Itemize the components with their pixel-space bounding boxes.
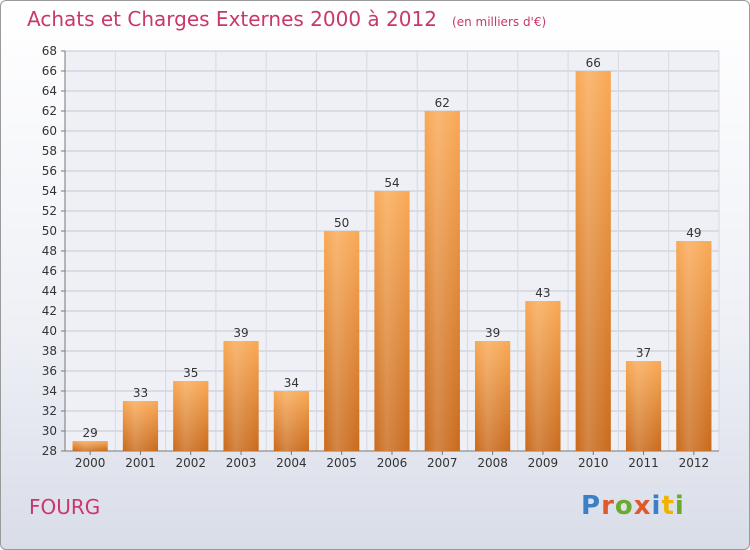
chart-subtitle: (en milliers d'€) xyxy=(452,15,547,29)
logo-letter: t xyxy=(661,491,675,521)
y-tick-label: 62 xyxy=(42,104,57,118)
x-tick-label-2010: 2010 xyxy=(578,456,609,470)
x-tick-label-2012: 2012 xyxy=(679,456,710,470)
bar-shine-2009 xyxy=(525,301,561,451)
bar-shine-2007 xyxy=(424,111,460,451)
bar-shine-2004 xyxy=(273,391,309,451)
y-tick-label: 28 xyxy=(42,444,57,458)
logo-letter: x xyxy=(633,491,652,521)
y-tick-label: 48 xyxy=(42,244,57,258)
x-tick-label-2005: 2005 xyxy=(326,456,357,470)
y-tick-label: 44 xyxy=(42,284,57,298)
bar-shine-2001 xyxy=(122,401,159,451)
bar-shine-2008 xyxy=(475,341,511,451)
y-tick-label: 64 xyxy=(42,84,57,98)
value-label-2002: 35 xyxy=(183,366,198,380)
y-tick-label: 30 xyxy=(42,424,57,438)
y-tick-label: 46 xyxy=(42,264,57,278)
y-tick-label: 58 xyxy=(42,144,57,158)
value-label-2010: 66 xyxy=(586,56,601,70)
x-tick-label-2006: 2006 xyxy=(377,456,408,470)
x-tick-label-2004: 2004 xyxy=(276,456,307,470)
bar-shine-2011 xyxy=(625,361,662,451)
value-label-2012: 49 xyxy=(686,226,701,240)
bar-shine-2010 xyxy=(575,71,611,451)
value-label-2006: 54 xyxy=(384,176,399,190)
value-label-2008: 39 xyxy=(485,326,500,340)
y-tick-label: 54 xyxy=(42,184,57,198)
value-label-2003: 39 xyxy=(233,326,248,340)
logo-letter: r xyxy=(601,491,615,521)
bar-shine-2000 xyxy=(72,441,108,451)
x-tick-label-2001: 2001 xyxy=(125,456,156,470)
bar-shine-2006 xyxy=(374,191,410,451)
y-tick-label: 66 xyxy=(42,64,57,78)
x-tick-label-2008: 2008 xyxy=(477,456,508,470)
y-tick-label: 50 xyxy=(42,224,57,238)
bar-shine-2005 xyxy=(324,231,360,451)
label-layer: 29 2000 33 2001 35 2002 39 2003 34 2004 50 2005 54 20… xyxy=(75,56,709,470)
y-tick-label: 68 xyxy=(42,44,57,58)
x-tick-label-2007: 2007 xyxy=(427,456,458,470)
bar-shine-2002 xyxy=(173,381,209,451)
commune-name: FOURG xyxy=(29,495,101,519)
title-row: Achats et Charges Externes 2000 à 2012 (… xyxy=(27,7,546,31)
value-label-2007: 62 xyxy=(435,96,450,110)
y-tick-label: 34 xyxy=(42,384,57,398)
logo-letter: P xyxy=(581,491,602,521)
value-label-2009: 43 xyxy=(535,286,550,300)
value-label-2004: 34 xyxy=(284,376,299,390)
x-tick-label-2000: 2000 xyxy=(75,456,106,470)
proxiti-logo[interactable]: Proxiti xyxy=(581,491,685,521)
bar-shine-2003 xyxy=(223,341,259,451)
logo-letter: o xyxy=(614,491,634,521)
bar-shine-2012 xyxy=(676,241,712,451)
logo-letter: i xyxy=(651,491,662,521)
x-tick-label-2002: 2002 xyxy=(175,456,206,470)
y-tick-label: 32 xyxy=(42,404,57,418)
value-label-2011: 37 xyxy=(636,346,651,360)
value-label-2001: 33 xyxy=(133,386,148,400)
bar-layer xyxy=(72,71,712,451)
x-tick-label-2011: 2011 xyxy=(628,456,659,470)
y-tick-label: 52 xyxy=(42,204,57,218)
logo-letter: i xyxy=(674,491,685,521)
x-tick-label-2003: 2003 xyxy=(226,456,257,470)
y-tick-label: 40 xyxy=(42,324,57,338)
y-tick-label: 60 xyxy=(42,124,57,138)
chart-title: Achats et Charges Externes 2000 à 2012 xyxy=(27,7,437,31)
y-tick-label: 38 xyxy=(42,344,57,358)
y-tick-label: 36 xyxy=(42,364,57,378)
value-label-2005: 50 xyxy=(334,216,349,230)
value-label-2000: 29 xyxy=(83,426,98,440)
y-tick-label: 42 xyxy=(42,304,57,318)
x-tick-label-2009: 2009 xyxy=(528,456,559,470)
y-tick-label: 56 xyxy=(42,164,57,178)
